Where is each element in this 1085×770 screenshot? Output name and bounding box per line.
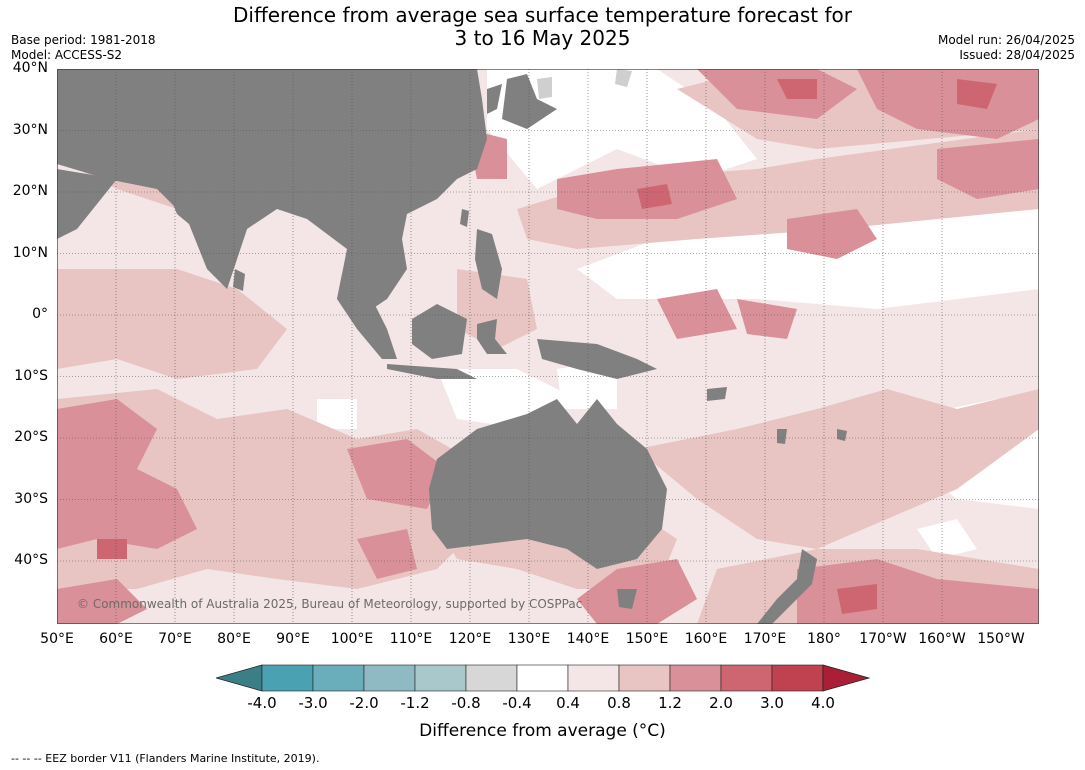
colorbar-tick-label: -3.0 <box>298 694 328 712</box>
colorbar-segment <box>261 664 314 692</box>
colorbar-tick-label: 4.0 <box>811 694 835 712</box>
land-masses <box>57 69 847 624</box>
colorbar-segment <box>567 664 620 692</box>
colorbar <box>214 664 871 698</box>
longitude-label: 160°W <box>918 631 966 647</box>
latitude-label: 40°S <box>14 552 48 568</box>
longitude-label: 70°E <box>158 631 192 647</box>
longitude-label: 170°E <box>743 631 787 647</box>
longitude-label: 50°E <box>40 631 74 647</box>
latitude-label: 40°N <box>12 60 48 76</box>
colorbar-segment <box>516 664 569 692</box>
title-line-1: Difference from average sea surface temp… <box>232 3 852 27</box>
longitude-label: 150°W <box>977 631 1025 647</box>
meta-right: Model run: 26/04/2025 Issued: 28/04/2025 <box>938 33 1075 63</box>
java <box>387 364 477 379</box>
longitude-label: 80°E <box>217 631 251 647</box>
colorbar-tick-label: -2.0 <box>349 694 379 712</box>
longitude-label: 170°W <box>859 631 907 647</box>
copyright-text: © Commonwealth of Australia 2025, Bureau… <box>77 597 583 611</box>
longitude-label: 180° <box>807 631 841 647</box>
sulawesi <box>477 319 507 354</box>
sst-anomaly-map <box>57 69 1039 624</box>
colorbar-arrow-high <box>822 664 871 692</box>
colorbar-segment <box>414 664 467 692</box>
chart-title: Difference from average sea surface temp… <box>0 4 1085 50</box>
title-line-2: 3 to 16 May 2025 <box>454 26 631 50</box>
colorbar-segment <box>363 664 416 692</box>
colorbar-tick-label: 3.0 <box>760 694 784 712</box>
latitude-label: 10°N <box>12 244 48 261</box>
colorbar-tick-label: 0.4 <box>556 694 580 712</box>
colorbar-label: Difference from average (°C) <box>419 721 666 741</box>
japan <box>502 74 557 129</box>
colorbar-segment <box>669 664 722 692</box>
colorbar-arrow-low <box>214 664 263 692</box>
colorbar-tick-label: 1.2 <box>658 694 682 712</box>
longitude-label: 60°E <box>99 631 133 647</box>
colorbar-tick-label: -1.2 <box>400 694 430 712</box>
new-guinea <box>537 339 657 379</box>
asia-mainland <box>57 69 487 319</box>
longitude-label: 100°E <box>330 631 374 647</box>
colorbar-segment <box>720 664 773 692</box>
arabia <box>57 169 117 239</box>
sri-lanka <box>233 269 245 291</box>
anomaly-strong <box>57 69 1039 624</box>
colorbar-tick-label: -4.0 <box>247 694 277 712</box>
colorbar-tick-label: -0.4 <box>502 694 532 712</box>
colorbar-tick-label: 0.8 <box>607 694 631 712</box>
colorbar-segment <box>312 664 365 692</box>
colorbar-segment <box>465 664 518 692</box>
latitude-label: 30°N <box>12 121 48 138</box>
borneo <box>412 304 467 359</box>
longitude-label: 90°E <box>276 631 310 647</box>
longitude-label: 120°E <box>448 631 492 647</box>
latitude-label: 20°N <box>12 183 48 199</box>
latitude-label: 20°S <box>14 429 48 445</box>
new-zealand <box>757 549 817 624</box>
philippines <box>475 229 502 299</box>
meta-left: Base period: 1981-2018 Model: ACCESS-S2 <box>11 33 156 63</box>
ice-patches <box>537 69 632 99</box>
colorbar-tick-label: 2.0 <box>709 694 733 712</box>
sumatra <box>337 274 397 359</box>
longitude-label: 160°E <box>684 631 728 647</box>
eez-footnote: -- -- -- EEZ border V11 (Flanders Marine… <box>11 752 320 765</box>
india <box>167 189 247 289</box>
graticule <box>57 69 1039 624</box>
anomaly-stronger <box>97 79 997 614</box>
taiwan <box>460 209 469 227</box>
tasmania <box>617 589 637 609</box>
latitude-label: 0° <box>32 306 48 322</box>
australia <box>429 399 667 569</box>
longitude-label: 110°E <box>389 631 433 647</box>
map-border <box>57 69 1039 624</box>
latitude-label: 30°S <box>14 490 48 507</box>
longitude-label: 130°E <box>507 631 551 647</box>
model-text: Model: ACCESS-S2 <box>11 48 123 62</box>
longitude-label: 140°E <box>566 631 610 647</box>
base-period-text: Base period: 1981-2018 <box>11 33 156 47</box>
longitude-label: 150°E <box>625 631 669 647</box>
model-run-text: Model run: 26/04/2025 <box>937 33 1075 47</box>
colorbar-segment <box>618 664 671 692</box>
issued-text: Issued: 28/04/2025 <box>959 48 1075 62</box>
colorbar-segment <box>771 664 824 692</box>
colorbar-tick-label: -0.8 <box>451 694 481 712</box>
latitude-label: 10°S <box>14 367 48 384</box>
